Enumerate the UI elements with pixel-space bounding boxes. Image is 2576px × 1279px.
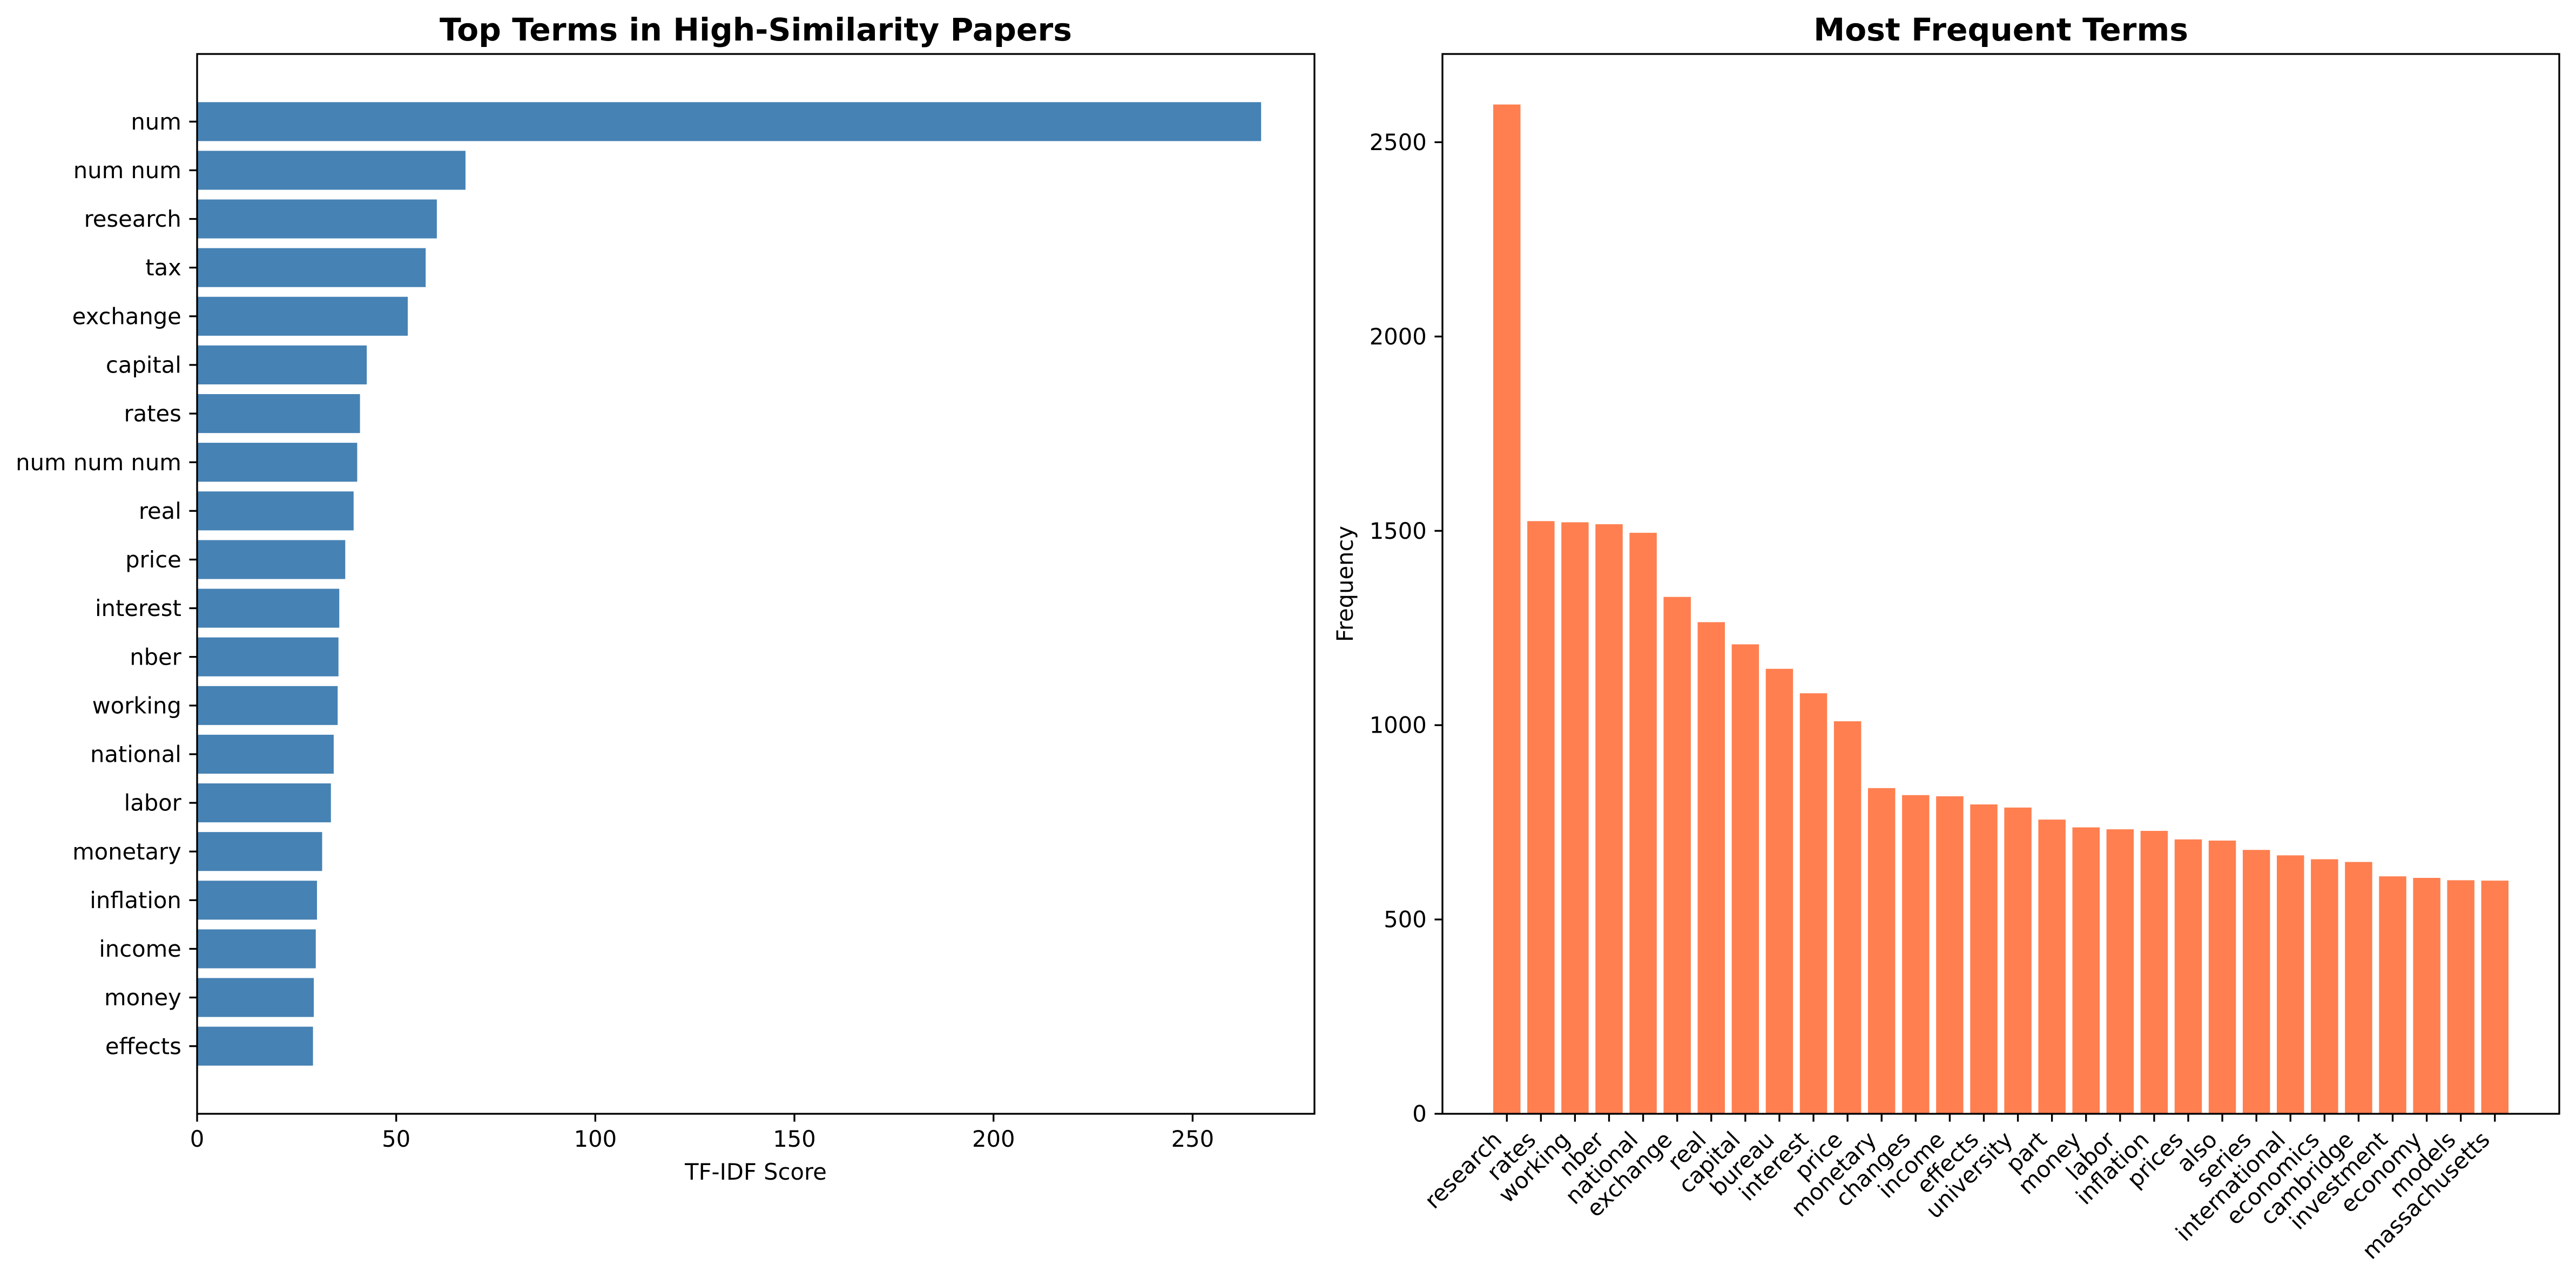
bar [2106,829,2134,1114]
x-axis-label: TF-IDF Score [684,1159,827,1185]
bar [1493,104,1521,1114]
y-tick-label: price [125,546,181,573]
bar [2481,881,2508,1114]
y-tick-label: research [84,206,181,232]
bar [2208,840,2236,1114]
y-tick-label: num [131,109,181,135]
bar [197,783,331,823]
y-axis-label: Frequency [1332,526,1358,642]
bar [1629,532,1657,1114]
bar [197,248,426,287]
bar [2038,820,2066,1114]
bar [2072,827,2100,1114]
bar [1697,622,1725,1114]
bar [2311,859,2338,1114]
bar [1799,693,1828,1114]
y-tick-label: national [90,741,181,768]
x-tick-label: 150 [773,1126,816,1152]
chart-title: Top Terms in High-Similarity Papers [440,11,1072,48]
bar [1936,796,1964,1114]
bar [197,588,340,628]
y-tick-label: money [104,984,181,1011]
bar [2413,878,2440,1114]
bar [1595,524,1623,1114]
x-tick-label: 50 [382,1126,410,1152]
y-tick-label: num num [73,157,181,184]
bar [197,491,354,531]
y-tick-label: monetary [72,838,181,865]
bar [2379,876,2406,1114]
y-tick-label: 1000 [1370,712,1427,739]
y-tick-label: tax [145,254,181,281]
bar [2277,855,2304,1114]
y-tick-label: 2000 [1370,323,1427,350]
bar [197,296,408,336]
axes-frame [196,53,1316,1115]
y-tick-label: real [139,498,181,524]
bar [1731,644,1759,1114]
bar [1663,597,1691,1114]
bar [197,929,316,969]
y-tick-label: labor [124,790,182,816]
y-tick-label: effects [105,1033,181,1059]
bar [197,102,1262,141]
bar [197,443,358,482]
y-tick-label: capital [106,352,181,378]
bar [1833,721,1862,1114]
chart-title: Most Frequent Terms [1813,11,2188,48]
y-tick-label: income [99,936,181,962]
bar [197,345,367,384]
bar [1561,522,1589,1114]
bar [2004,807,2032,1114]
bar [197,540,346,579]
bar [197,1026,313,1066]
y-tick-label: rates [124,401,181,427]
bar [197,151,466,190]
bar [2242,850,2270,1114]
bar [197,637,339,676]
bar [197,394,360,434]
x-tick-label: 0 [190,1126,205,1152]
bar [197,686,338,725]
bar [2140,830,2168,1114]
bar [197,881,317,920]
bar [1902,795,1930,1114]
bar [1765,668,1793,1114]
y-tick-label: interest [95,595,181,621]
bar [197,832,322,871]
y-tick-label: 0 [1412,1101,1427,1127]
y-tick-label: 2500 [1370,129,1427,155]
bar [197,978,314,1017]
bar [2447,880,2474,1114]
axes-frame [1441,53,2560,1115]
bar [2345,862,2372,1114]
bar [1527,521,1555,1114]
bar [1867,788,1896,1114]
y-tick-label: exchange [72,303,181,329]
frequency-bar-chart: researchratesworkingnbernationalexchange… [1332,11,2560,1264]
y-tick-label: nber [130,644,181,670]
bar [2174,839,2202,1114]
bar [1970,804,1998,1114]
x-tick-label: 200 [972,1126,1015,1152]
tfidf-bar-chart: num num num research tax exchange capital rate… [16,11,1316,1185]
x-tick-label: 250 [1171,1126,1215,1152]
y-tick-label: num num num [16,449,181,476]
y-tick-label: inflation [90,887,181,913]
y-tick-label: 500 [1384,906,1427,933]
y-tick-label: 1500 [1370,518,1427,544]
y-tick-label: working [92,692,181,719]
bar [197,734,334,774]
bar [197,199,437,239]
x-tick-label: 100 [574,1126,617,1152]
